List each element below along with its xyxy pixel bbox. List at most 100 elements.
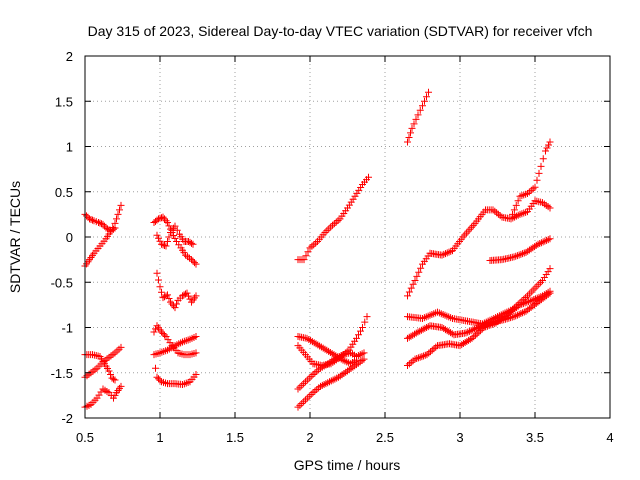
- data-point: [546, 235, 554, 243]
- data-point: [544, 236, 552, 244]
- data-point: [430, 345, 438, 353]
- data-point: [515, 251, 523, 259]
- data-point: [532, 295, 539, 303]
- data-point: [303, 334, 311, 342]
- data-point: [186, 295, 194, 303]
- data-point: [412, 115, 420, 123]
- data-point: [467, 327, 475, 335]
- data-point: [302, 378, 309, 386]
- data-point: [477, 327, 485, 335]
- series-arc-12: [294, 173, 372, 264]
- x-tick-label: 2.5: [376, 430, 394, 445]
- data-point: [96, 219, 104, 227]
- data-point: [546, 265, 554, 273]
- data-point: [192, 292, 200, 300]
- data-point: [162, 242, 170, 250]
- data-point: [473, 330, 481, 338]
- data-point: [95, 219, 102, 227]
- data-point: [519, 309, 527, 317]
- data-point: [536, 239, 544, 247]
- data-point: [518, 300, 526, 308]
- data-point: [527, 288, 535, 296]
- data-point: [325, 347, 333, 355]
- data-point: [408, 124, 416, 132]
- data-point: [294, 385, 302, 393]
- data-point: [183, 289, 191, 297]
- data-point: [298, 381, 306, 389]
- data-point: [159, 294, 167, 302]
- data-point: [416, 327, 424, 335]
- data-point: [320, 381, 328, 389]
- data-point: [161, 293, 168, 301]
- data-point: [462, 329, 470, 337]
- data-point: [327, 377, 335, 385]
- data-point: [353, 334, 360, 342]
- data-point: [464, 328, 472, 336]
- data-point: [514, 211, 522, 219]
- data-point: [537, 162, 545, 170]
- data-point: [405, 133, 413, 141]
- data-point: [356, 351, 364, 359]
- y-tick-label: 1: [66, 140, 73, 155]
- data-point: [298, 400, 306, 408]
- data-point: [161, 331, 168, 339]
- data-point: [156, 214, 164, 222]
- data-point: [475, 328, 483, 336]
- data-point: [407, 358, 415, 366]
- x-tick-label: 4: [606, 430, 613, 445]
- data-point: [192, 260, 200, 268]
- data-point: [415, 268, 423, 276]
- data-point: [155, 215, 162, 223]
- x-tick-label: 1: [156, 430, 163, 445]
- data-point: [161, 215, 168, 223]
- data-point: [334, 216, 342, 224]
- y-tick-label: -1: [61, 321, 73, 336]
- data-point: [407, 129, 414, 137]
- data-point: [164, 291, 171, 299]
- data-point: [541, 237, 549, 245]
- data-point: [305, 374, 313, 382]
- data-point: [335, 373, 342, 381]
- data-point: [159, 241, 167, 249]
- data-point: [158, 214, 165, 222]
- data-point: [404, 362, 411, 370]
- data-point: [512, 201, 520, 209]
- data-point: [471, 325, 479, 333]
- data-point: [161, 241, 168, 249]
- data-point: [421, 324, 429, 332]
- data-point: [462, 229, 470, 237]
- data-point: [531, 183, 539, 191]
- data-point: [469, 326, 477, 334]
- series-arc-8: [153, 269, 200, 312]
- series-arc-10: [150, 333, 200, 359]
- data-point: [300, 256, 308, 264]
- data-point: [351, 362, 359, 370]
- data-point: [338, 371, 346, 379]
- data-point: [525, 298, 533, 306]
- data-point: [419, 102, 426, 110]
- data-point: [173, 300, 180, 308]
- data-point: [513, 311, 521, 319]
- series-arc-5: [81, 382, 125, 411]
- data-point: [482, 323, 490, 331]
- data-point: [543, 144, 551, 152]
- data-point: [162, 217, 170, 225]
- data-point: [192, 333, 200, 341]
- data-point: [471, 331, 479, 339]
- series-arc-23: [404, 287, 554, 370]
- data-point: [494, 210, 502, 218]
- series-arc-15: [294, 349, 368, 393]
- data-point: [533, 294, 541, 302]
- x-tick-label: 3: [456, 430, 463, 445]
- data-point: [533, 176, 541, 184]
- data-point: [345, 366, 353, 374]
- data-point: [531, 284, 539, 292]
- data-point: [155, 375, 162, 383]
- data-point: [313, 367, 321, 375]
- data-point: [313, 385, 321, 393]
- data-point: [314, 341, 322, 349]
- x-tick-label: 1.5: [226, 430, 244, 445]
- data-point: [331, 375, 339, 383]
- data-point: [152, 325, 159, 333]
